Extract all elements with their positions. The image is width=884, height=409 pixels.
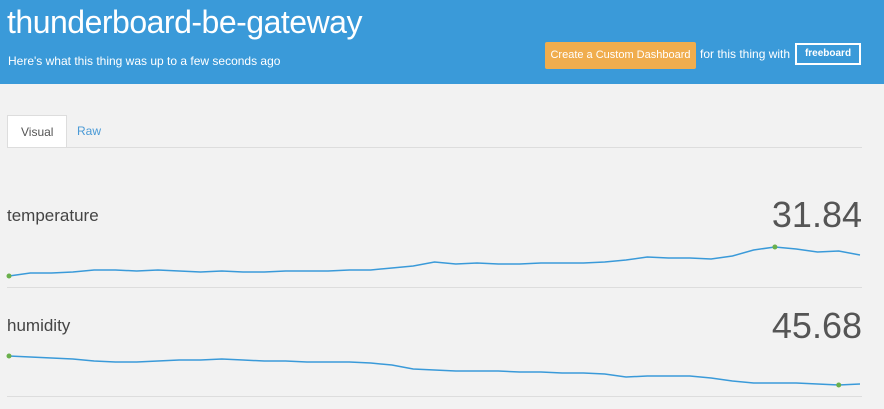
sparkline <box>8 355 861 386</box>
tab[interactable]: Visual <box>7 115 68 148</box>
subtitle: Here's what this thing was up to a few s… <box>8 54 281 68</box>
middle-text: for this thing with <box>700 47 791 61</box>
sparkline <box>8 246 861 277</box>
metric-value: 45.68 <box>771 305 862 346</box>
freeboard-link[interactable]: freeboard <box>795 43 861 65</box>
metric-name: temperature <box>7 206 99 225</box>
divider <box>7 396 862 397</box>
extreme-dot <box>836 382 842 388</box>
extreme-dot <box>772 244 778 250</box>
header: thunderboard-be-gateway Here's what this… <box>0 0 884 84</box>
divider <box>7 287 862 288</box>
dashboard-button[interactable]: Create a Custom Dashboard <box>545 42 696 69</box>
extreme-dot <box>6 353 12 359</box>
extreme-dot <box>6 273 12 279</box>
title: thunderboard-be-gateway <box>7 4 362 40</box>
tab[interactable]: Raw <box>77 124 102 138</box>
metric-value: 31.84 <box>771 194 862 235</box>
divider <box>7 147 862 148</box>
metric-name: humidity <box>7 316 71 335</box>
